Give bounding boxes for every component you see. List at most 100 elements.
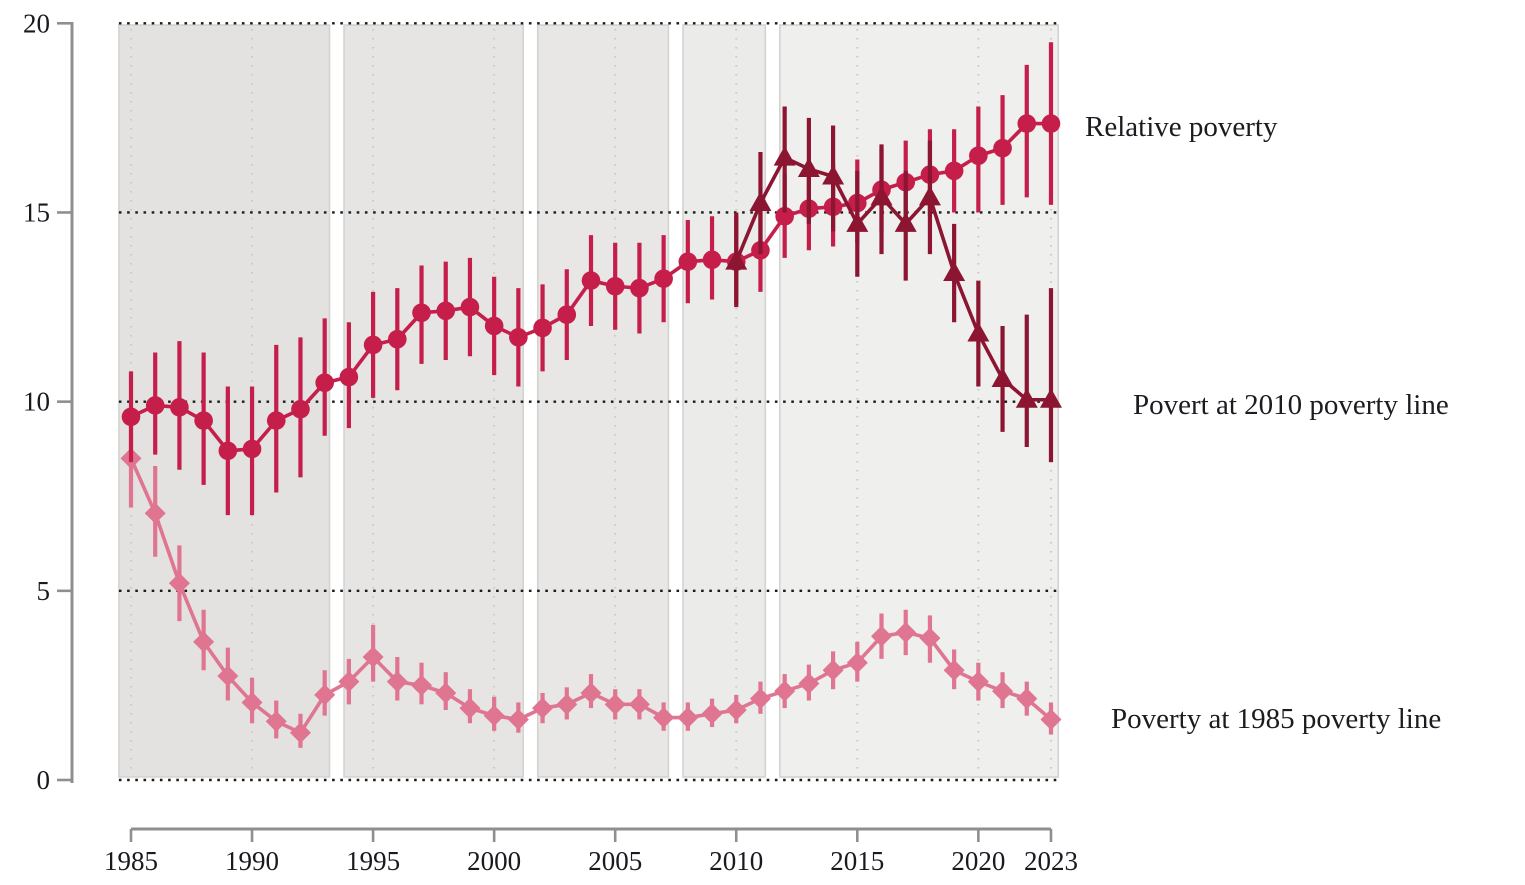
data-marker-circle: [145, 396, 165, 415]
data-marker-circle: [533, 318, 552, 338]
data-marker-diamond: [628, 693, 650, 715]
data-marker-circle: [678, 252, 698, 271]
data-marker-circle: [194, 411, 213, 430]
series-label-relative-poverty: Relative poverty: [1085, 111, 1278, 143]
data-marker-diamond: [919, 627, 941, 649]
data-marker-circle: [581, 271, 601, 290]
x-tick-label: 1995: [346, 846, 400, 876]
data-marker-triangle: [1015, 388, 1038, 408]
data-marker-circle: [339, 367, 359, 387]
data-marker-diamond: [362, 646, 384, 668]
data-marker-circle: [654, 269, 673, 288]
data-marker-diamond: [265, 710, 287, 732]
data-marker-triangle: [725, 250, 748, 270]
data-marker-diamond: [435, 682, 457, 704]
data-marker-circle: [363, 335, 383, 355]
data-marker-diamond: [241, 691, 263, 713]
data-marker-triangle: [918, 185, 941, 206]
data-marker-circle: [242, 439, 262, 459]
data-marker-diamond: [604, 693, 626, 715]
series-label-poverty-1985-line: Poverty at 1985 poverty line: [1111, 703, 1442, 735]
data-marker-diamond: [677, 707, 699, 729]
data-marker-circle: [1017, 114, 1037, 133]
data-marker-circle: [993, 138, 1012, 158]
data-marker-triangle: [943, 261, 966, 282]
data-marker-diamond: [701, 703, 723, 725]
data-marker-diamond: [459, 697, 481, 719]
data-marker-diamond: [168, 572, 190, 594]
x-tick-label: 2005: [588, 846, 642, 876]
data-marker-circle: [944, 161, 964, 181]
data-marker-diamond: [653, 707, 675, 729]
y-tick-label: 5: [37, 576, 51, 606]
data-marker-diamond: [1040, 708, 1062, 730]
data-marker-diamond: [386, 671, 408, 693]
data-marker-diamond: [967, 671, 989, 693]
data-marker-triangle: [991, 367, 1014, 387]
data-marker-diamond: [846, 652, 868, 674]
data-marker-diamond: [992, 680, 1014, 702]
data-marker-diamond: [580, 682, 602, 704]
data-marker-diamond: [749, 688, 771, 710]
y-tick-label: 0: [37, 765, 51, 795]
data-marker-circle: [388, 329, 407, 349]
x-tick-label: 2020: [951, 846, 1005, 876]
data-marker-circle: [291, 399, 310, 419]
x-tick-label: 2010: [709, 846, 763, 876]
series-label-poverty-2010-line: Povert at 2010 poverty line: [1133, 389, 1449, 421]
data-marker-circle: [702, 250, 722, 270]
data-marker-triangle: [894, 212, 917, 232]
data-marker-circle: [484, 316, 504, 336]
y-tick-label: 20: [23, 8, 50, 38]
shaded-period-band: [779, 24, 1060, 778]
data-marker-triangle: [967, 322, 990, 342]
data-marker-circle: [460, 297, 480, 317]
x-tick-label: 1985: [104, 846, 158, 876]
data-marker-diamond: [725, 699, 747, 721]
data-marker-circle: [170, 398, 189, 417]
data-marker-triangle: [846, 212, 869, 232]
data-marker-circle: [412, 303, 431, 323]
data-marker-diamond: [798, 673, 820, 695]
data-marker-diamond: [193, 631, 215, 653]
data-marker-triangle: [749, 191, 772, 212]
data-marker-circle: [218, 441, 238, 461]
data-marker-diamond: [556, 693, 578, 715]
data-marker-circle: [121, 407, 141, 427]
data-marker-diamond: [943, 659, 965, 681]
data-marker-triangle: [797, 157, 820, 177]
data-marker-diamond: [507, 708, 529, 730]
data-marker-circle: [605, 276, 625, 296]
data-marker-circle: [969, 146, 988, 166]
data-marker-diamond: [822, 659, 844, 681]
data-marker-diamond: [532, 697, 554, 719]
x-tick-label: 2015: [830, 846, 884, 876]
data-marker-diamond: [217, 665, 239, 687]
x-tick-label: 2000: [467, 846, 521, 876]
y-tick-label: 10: [23, 387, 50, 417]
data-marker-circle: [266, 411, 286, 430]
data-marker-circle: [775, 206, 794, 226]
data-marker-triangle: [773, 146, 796, 166]
x-tick-label: 1990: [225, 846, 279, 876]
data-marker-diamond: [338, 671, 360, 693]
data-marker-circle: [1041, 114, 1061, 133]
data-marker-circle: [630, 278, 649, 298]
data-marker-circle: [315, 373, 334, 393]
data-marker-diamond: [144, 502, 166, 524]
data-marker-circle: [509, 328, 528, 347]
y-tick-label: 15: [23, 197, 50, 227]
data-marker-triangle: [1039, 388, 1062, 408]
data-marker-triangle: [870, 185, 893, 206]
data-marker-diamond: [289, 722, 311, 744]
x-tick-label: 2023: [1024, 846, 1078, 876]
data-marker-diamond: [774, 680, 796, 702]
data-marker-triangle: [822, 165, 845, 185]
data-marker-diamond: [411, 674, 433, 696]
data-marker-diamond: [895, 621, 917, 643]
data-marker-diamond: [1016, 688, 1038, 710]
data-marker-diamond: [483, 705, 505, 727]
data-marker-circle: [436, 301, 456, 321]
data-marker-diamond: [871, 625, 893, 647]
